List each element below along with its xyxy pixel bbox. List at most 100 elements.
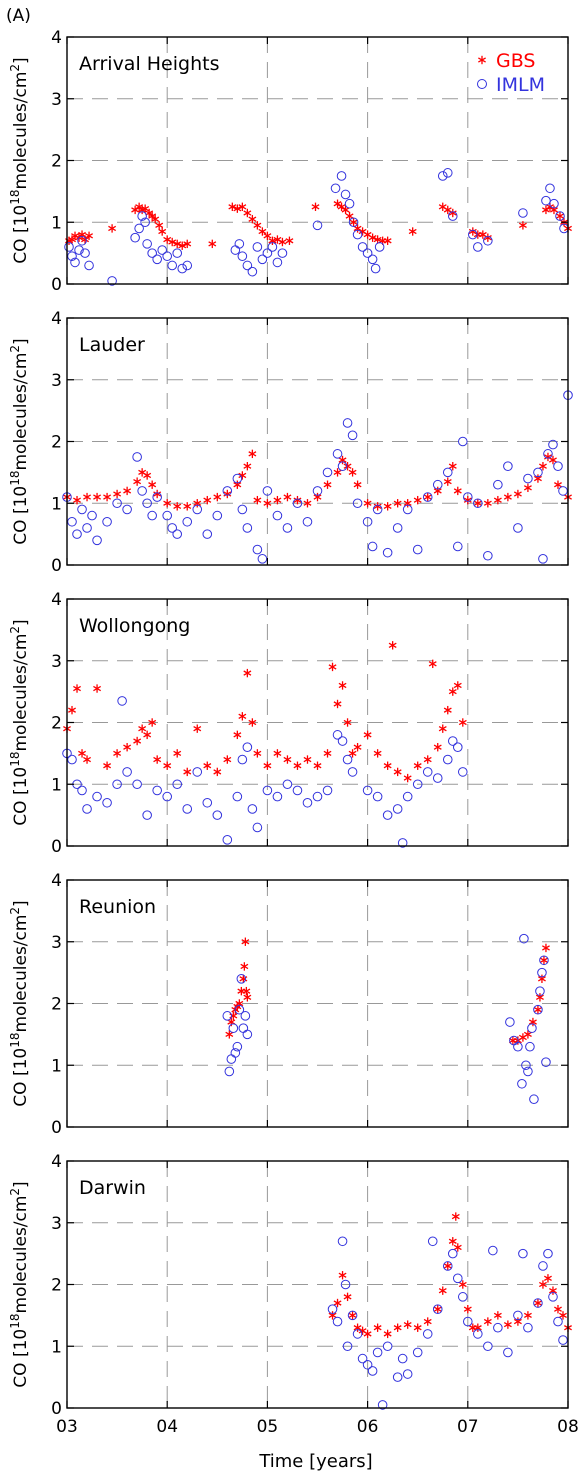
data-point-imlm [447,211,458,221]
data-point-gbs [163,761,172,770]
data-point-imlm [432,773,443,783]
x-tick-label: 04 [156,1417,178,1437]
data-point-gbs [263,761,272,770]
series-gbs [63,449,572,511]
data-point-imlm [152,492,162,502]
data-point-imlm [237,754,248,765]
data-point-imlm [463,492,473,502]
y-label-prefix: CO [10 [11,1048,31,1107]
data-point-imlm [382,810,393,820]
data-point-imlm [222,1011,233,1021]
data-point-gbs [333,1298,342,1308]
data-point-gbs [237,986,246,996]
data-point-imlm [352,1329,363,1339]
data-point-imlm [222,835,233,845]
data-point-imlm [372,1347,383,1358]
data-point-imlm [473,1329,483,1339]
data-point-imlm [548,439,558,450]
data-point-gbs [554,1305,562,1314]
data-point-gbs [423,492,432,502]
series-imlm [222,933,551,1105]
data-point-imlm [442,168,453,178]
data-point-imlm [357,1353,368,1364]
data-point-gbs [493,495,502,505]
data-point-gbs [168,237,177,247]
data-point-imlm [107,276,117,286]
data-point-imlm [302,797,313,808]
data-point-imlm [182,516,193,527]
data-point-gbs [513,1317,522,1326]
data-point-gbs [443,477,452,486]
data-point-gbs [238,712,247,721]
data-point-gbs [550,205,558,215]
y-tick-label: 0 [51,1118,62,1138]
data-point-imlm [535,986,545,996]
data-point-gbs [248,214,257,224]
data-point-gbs [323,749,332,758]
data-point-gbs [433,486,442,496]
data-point-imlm [525,1041,535,1052]
data-point-gbs [403,499,412,508]
data-point-imlm [226,1054,237,1064]
data-point-gbs [528,1017,537,1027]
data-point-imlm [538,1261,548,1271]
data-point-gbs [493,1311,502,1320]
data-point-imlm [493,479,503,490]
data-point-gbs [453,486,462,496]
data-point-imlm [122,504,132,515]
data-point-imlm [322,467,333,478]
data-point-imlm [523,1322,533,1333]
data-point-imlm [242,742,253,753]
data-point-imlm [312,220,323,231]
data-point-imlm [513,1310,523,1321]
data-point-gbs [338,455,347,465]
data-point-gbs [438,1286,447,1295]
data-point-gbs [337,202,346,212]
data-point-imlm [232,473,243,484]
legend-marker-imlm [477,79,487,89]
data-point-gbs [293,761,302,770]
data-point-imlm [340,1279,351,1290]
data-point-imlm [102,516,112,527]
data-point-gbs [343,462,352,471]
data-point-imlm [272,791,283,802]
data-point-imlm [87,510,97,521]
data-point-imlm [348,217,359,228]
data-point-gbs [243,208,252,218]
data-point-gbs [428,659,437,669]
data-point-imlm [362,248,373,258]
data-point-imlm [457,436,468,447]
data-point-imlm [230,245,241,255]
data-point-gbs [213,492,222,502]
y-tick-label: 0 [51,556,62,576]
data-point-gbs [225,1030,234,1039]
data-point-gbs [349,218,358,227]
data-point-imlm [332,1316,343,1327]
y-tick-label: 4 [51,590,62,610]
data-point-imlm [234,1004,245,1015]
data-point-gbs [143,471,152,480]
data-point-imlm [367,254,378,265]
data-point-imlm [192,767,203,777]
data-point-imlm [539,955,549,966]
data-point-imlm [513,1041,523,1052]
data-point-gbs [373,749,382,758]
data-point-imlm [392,804,403,814]
data-point-imlm [392,523,403,533]
data-point-imlm [152,785,162,796]
data-point-gbs [103,761,112,770]
data-point-imlm [202,797,213,808]
data-point-gbs [373,1323,382,1332]
data-point-gbs [148,480,157,489]
data-point-imlm [332,449,343,459]
data-point-imlm [337,736,348,746]
series-gbs [328,1212,572,1339]
data-point-gbs [463,495,472,505]
data-point-imlm [224,1066,235,1077]
data-point-imlm [447,736,458,746]
data-point-gbs [448,462,457,471]
data-point-imlm [72,529,82,539]
series-imlm [62,390,573,564]
data-point-gbs [273,495,282,505]
data-point-imlm [70,257,80,268]
